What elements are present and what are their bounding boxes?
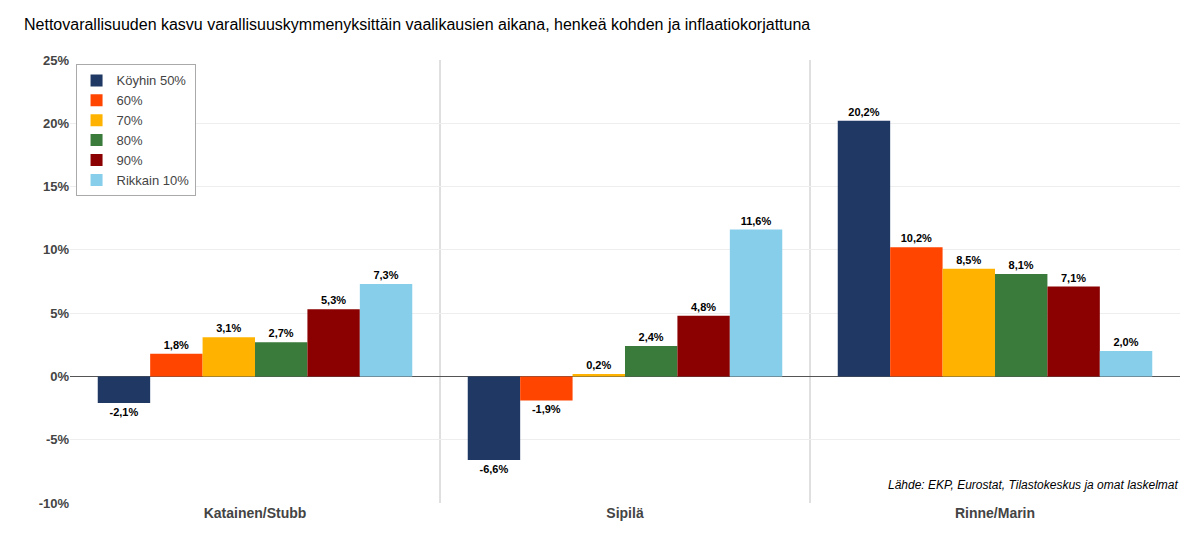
svg-text:-1,9%: -1,9%	[532, 403, 561, 415]
svg-text:8,1%: 8,1%	[1009, 259, 1034, 271]
svg-text:25%: 25%	[43, 53, 69, 68]
svg-text:2,7%: 2,7%	[269, 327, 294, 339]
svg-text:70%: 70%	[117, 113, 143, 128]
svg-text:60%: 60%	[117, 93, 143, 108]
svg-text:Katainen/Stubb: Katainen/Stubb	[204, 505, 307, 521]
svg-text:Lähde: EKP, Eurostat, Tilastok: Lähde: EKP, Eurostat, Tilastokeskus ja o…	[888, 478, 1178, 492]
svg-text:2,0%: 2,0%	[1113, 336, 1138, 348]
svg-text:-10%: -10%	[39, 496, 70, 511]
svg-text:20,2%: 20,2%	[848, 106, 879, 118]
svg-text:-2,1%: -2,1%	[109, 406, 138, 418]
svg-text:8,5%: 8,5%	[956, 254, 981, 266]
svg-text:10,2%: 10,2%	[901, 232, 932, 244]
svg-text:Rikkain 10%: Rikkain 10%	[117, 173, 190, 188]
svg-text:2,4%: 2,4%	[639, 331, 664, 343]
svg-text:15%: 15%	[43, 179, 69, 194]
svg-text:11,6%: 11,6%	[741, 215, 772, 227]
svg-text:0%: 0%	[50, 369, 69, 384]
svg-text:5,3%: 5,3%	[321, 294, 346, 306]
svg-text:7,3%: 7,3%	[373, 269, 398, 281]
svg-text:80%: 80%	[117, 133, 143, 148]
svg-text:-6,6%: -6,6%	[479, 463, 508, 475]
svg-text:Rinne/Marin: Rinne/Marin	[955, 505, 1035, 521]
svg-text:0,2%: 0,2%	[586, 359, 611, 371]
svg-text:10%: 10%	[43, 242, 69, 257]
svg-text:4,8%: 4,8%	[691, 301, 716, 313]
svg-text:90%: 90%	[117, 153, 143, 168]
svg-text:3,1%: 3,1%	[216, 322, 241, 334]
svg-text:Sipilä: Sipilä	[606, 505, 644, 521]
svg-text:Köyhin 50%: Köyhin 50%	[117, 73, 187, 88]
svg-text:1,8%: 1,8%	[164, 339, 189, 351]
svg-text:20%: 20%	[43, 116, 69, 131]
svg-text:-5%: -5%	[46, 432, 70, 447]
svg-text:5%: 5%	[50, 306, 69, 321]
svg-text:7,1%: 7,1%	[1061, 272, 1086, 284]
svg-text:Nettovarallisuuden kasvu varal: Nettovarallisuuden kasvu varallisuuskymm…	[24, 16, 810, 33]
